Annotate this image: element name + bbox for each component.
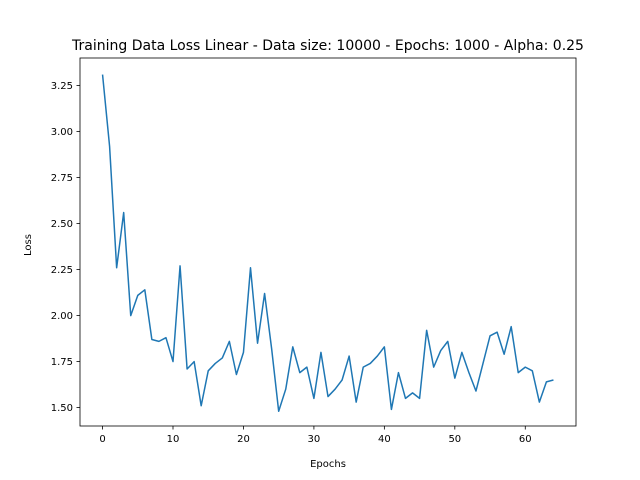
chart-title: Training Data Loss Linear - Data size: 1… xyxy=(71,38,584,54)
y-tick-label: 1.75 xyxy=(51,357,73,368)
y-tick-label: 2.00 xyxy=(51,311,73,322)
x-tick-label: 20 xyxy=(237,434,250,445)
x-tick-label: 40 xyxy=(378,434,391,445)
y-tick-label: 3.00 xyxy=(51,127,73,138)
x-tick-label: 60 xyxy=(519,434,532,445)
plot-area xyxy=(79,57,577,427)
y-tick-label: 1.50 xyxy=(51,403,73,414)
x-tick-label: 50 xyxy=(448,434,461,445)
x-tick-label: 0 xyxy=(99,434,105,445)
axes-frame xyxy=(79,57,577,427)
y-tick-label: 2.75 xyxy=(51,173,73,184)
loss-series-line xyxy=(101,74,554,413)
y-tick-label: 2.25 xyxy=(51,265,73,276)
x-axis-label: Epochs xyxy=(310,459,346,470)
x-tick-label: 30 xyxy=(308,434,321,445)
y-axis-label: Loss xyxy=(23,234,34,256)
x-tick-label: 10 xyxy=(167,434,180,445)
y-tick-label: 3.25 xyxy=(51,81,73,92)
y-axis: 1.50 1.75 2.00 2.25 2.50 2.75 3.00 3.25 xyxy=(51,81,80,414)
y-tick-label: 2.50 xyxy=(51,219,73,230)
x-axis: 0 10 20 30 40 50 60 xyxy=(99,426,532,445)
